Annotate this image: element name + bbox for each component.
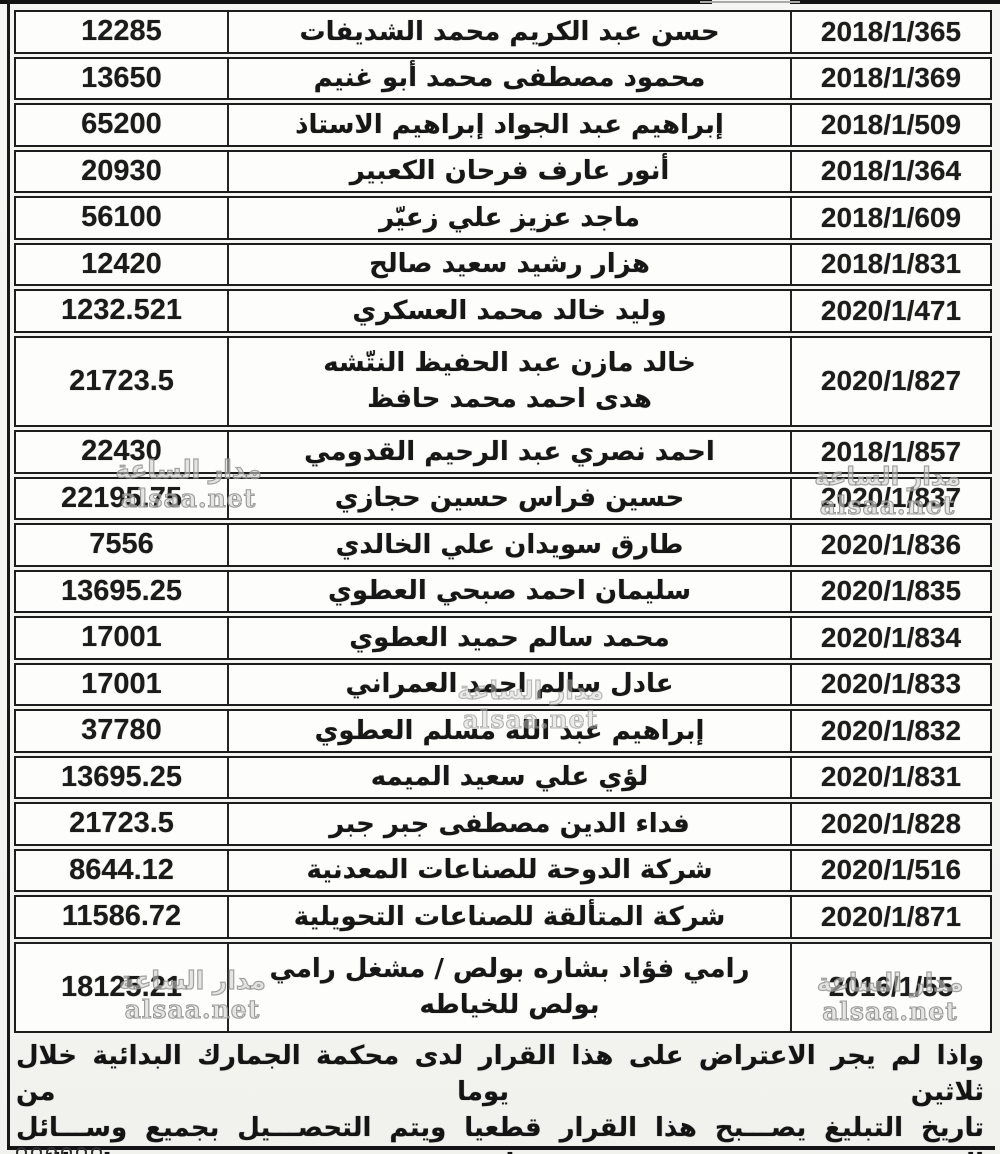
case-number-cell: 2020/1/837 (790, 478, 990, 518)
case-number-cell: 2018/1/857 (790, 432, 990, 472)
case-number-cell: 2020/1/834 (790, 618, 990, 658)
table-row: 2020/1/516 شركة الدوحة للصناعات المعدنية… (14, 848, 992, 892)
person-name-cell: حسين فراس حسين حجازي (227, 478, 790, 518)
case-number-cell: 2020/1/516 (790, 850, 990, 890)
amount-cell: 8644.12 (69, 853, 174, 886)
person-name-cell: محمد سالم حميد العطوي (227, 618, 790, 658)
table-row: 2018/1/831 هزار رشيد سعيد صالح 12420 (14, 242, 992, 286)
person-name-cell: رامي فؤاد بشاره بولص / مشغل رامي بولص لل… (227, 943, 790, 1031)
case-number-cell: 2020/1/828 (790, 804, 990, 844)
person-name-cell: سليمان احمد صبحي العطوي (227, 571, 790, 611)
legal-notice-paragraph: واذا لم يجر الاعتراض على هذا القرار لدى … (16, 1038, 984, 1154)
table-row: 2020/1/834 محمد سالم حميد العطوي 17001 (14, 616, 992, 660)
amount-cell: 22195.75 (61, 481, 182, 514)
amount-cell: 7556 (89, 528, 154, 561)
person-name-cell: إبراهيم عبد الله مسلم العطوي (227, 711, 790, 751)
table-row: 2020/1/836 طارق سويدان علي الخالدي 7556 (14, 523, 992, 567)
case-number-cell: 2016/1/55 (790, 943, 990, 1031)
amount-cell: 12285 (81, 15, 162, 48)
person-name-cell: إبراهيم عبد الجواد إبراهيم الاستاذ (227, 105, 790, 145)
case-number-cell: 2020/1/833 (790, 664, 990, 704)
table-row: 2020/1/827 خالد مازن عبد الحفيظ النتّشه … (14, 335, 992, 427)
page-left-border (7, 0, 10, 1150)
person-name-cell: حسن عبد الكريم محمد الشديفات (227, 12, 790, 52)
table-row: 2020/1/871 شركة المتألقة للصناعات التحوي… (14, 895, 992, 939)
table-row: 2016/1/55 رامي فؤاد بشاره بولص / مشغل را… (14, 941, 992, 1033)
person-name-cell: فداء الدين مصطفى جبر جبر (227, 804, 790, 844)
case-number-cell: 2018/1/831 (790, 244, 990, 284)
table-row: 2020/1/471 وليد خالد محمد العسكري 1232.5… (14, 289, 992, 333)
person-name-cell: خالد مازن عبد الحفيظ النتّشه هدى احمد مح… (227, 337, 790, 425)
amount-cell: 13650 (81, 61, 162, 94)
case-number-cell: 2020/1/836 (790, 525, 990, 565)
table-row: 2018/1/369 محمود مصطفى محمد أبو غنيم 136… (14, 56, 992, 100)
person-name-cell: محمود مصطفى محمد أبو غنيم (227, 58, 790, 98)
person-name-cell: شركة المتألقة للصناعات التحويلية (227, 897, 790, 937)
amount-cell: 11586.72 (61, 900, 182, 933)
amount-cell: 37780 (81, 714, 162, 747)
table-row: 2018/1/365 حسن عبد الكريم محمد الشديفات … (14, 10, 992, 54)
person-name-cell: هزار رشيد سعيد صالح (227, 244, 790, 284)
amount-cell: 18125.21 (61, 970, 182, 1003)
case-number-cell: 2020/1/835 (790, 571, 990, 611)
amount-cell: 13695.25 (61, 760, 182, 793)
person-name-cell: عادل سالم احمد العمراني (227, 664, 790, 704)
table-row: 2018/1/509 إبراهيم عبد الجواد إبراهيم ال… (14, 103, 992, 147)
case-number-cell: 2020/1/832 (790, 711, 990, 751)
amount-cell: 21723.5 (69, 364, 174, 397)
case-number-cell: 2018/1/509 (790, 105, 990, 145)
table-row: 2018/1/857 احمد نصري عبد الرحيم القدومي … (14, 430, 992, 474)
table-row: 2020/1/835 سليمان احمد صبحي العطوي 13695… (14, 569, 992, 613)
amount-cell: 65200 (81, 108, 162, 141)
table-top-border-faint-segment (700, 1, 800, 3)
amount-cell: 1232.521 (61, 294, 182, 327)
person-name-cell: شركة الدوحة للصناعات المعدنية (227, 850, 790, 890)
page-bottom-border (7, 1146, 995, 1150)
case-number-cell: 2018/1/369 (790, 58, 990, 98)
case-number-cell: 2020/1/471 (790, 291, 990, 331)
person-name-cell: وليد خالد محمد العسكري (227, 291, 790, 331)
case-number-cell: 2020/1/871 (790, 897, 990, 937)
amount-cell: 22430 (81, 435, 162, 468)
person-name-cell: ماجد عزيز علي زعيّر (227, 198, 790, 238)
person-name-cell: لؤي علي سعيد الميمه (227, 757, 790, 797)
amount-cell: 17001 (81, 667, 162, 700)
table-row: 2020/1/831 لؤي علي سعيد الميمه 13695.25 (14, 755, 992, 799)
table-top-border-right-segment (790, 0, 1000, 4)
table-row: 2018/1/609 ماجد عزيز علي زعيّر 56100 (14, 196, 992, 240)
amount-cell: 20930 (81, 154, 162, 187)
table-top-border-left-segment (0, 0, 712, 4)
legal-notice-line-2: تاريخ التبليغ يصـــبح هذا القرار قطعيا و… (16, 1113, 984, 1154)
customs-decisions-table: 2018/1/365 حسن عبد الكريم محمد الشديفات … (14, 10, 992, 1036)
case-number-cell: 2018/1/364 (790, 151, 990, 191)
case-number-cell: 2020/1/831 (790, 757, 990, 797)
case-number-cell: 2020/1/827 (790, 337, 990, 425)
amount-cell: 12420 (81, 247, 162, 280)
table-row: 2020/1/832 إبراهيم عبد الله مسلم العطوي … (14, 709, 992, 753)
case-number-cell: 2018/1/609 (790, 198, 990, 238)
amount-cell: 17001 (81, 621, 162, 654)
amount-cell: 21723.5 (69, 807, 174, 840)
amount-cell: 13695.25 (61, 574, 182, 607)
case-number-cell: 2018/1/365 (790, 12, 990, 52)
person-name-cell: احمد نصري عبد الرحيم القدومي (227, 432, 790, 472)
person-name-cell: أنور عارف فرحان الكعبير (227, 151, 790, 191)
table-row: 2020/1/828 فداء الدين مصطفى جبر جبر 2172… (14, 802, 992, 846)
table-row: 2020/1/833 عادل سالم احمد العمراني 17001 (14, 662, 992, 706)
table-row: 2020/1/837 حسين فراس حسين حجازي 22195.75 (14, 476, 992, 520)
table-row: 2018/1/364 أنور عارف فرحان الكعبير 20930 (14, 149, 992, 193)
person-name-cell: طارق سويدان علي الخالدي (227, 525, 790, 565)
amount-cell: 56100 (81, 201, 162, 234)
legal-notice-line-1: واذا لم يجر الاعتراض على هذا القرار لدى … (16, 1041, 984, 1107)
cut-off-scribble-artifact (16, 1147, 102, 1154)
